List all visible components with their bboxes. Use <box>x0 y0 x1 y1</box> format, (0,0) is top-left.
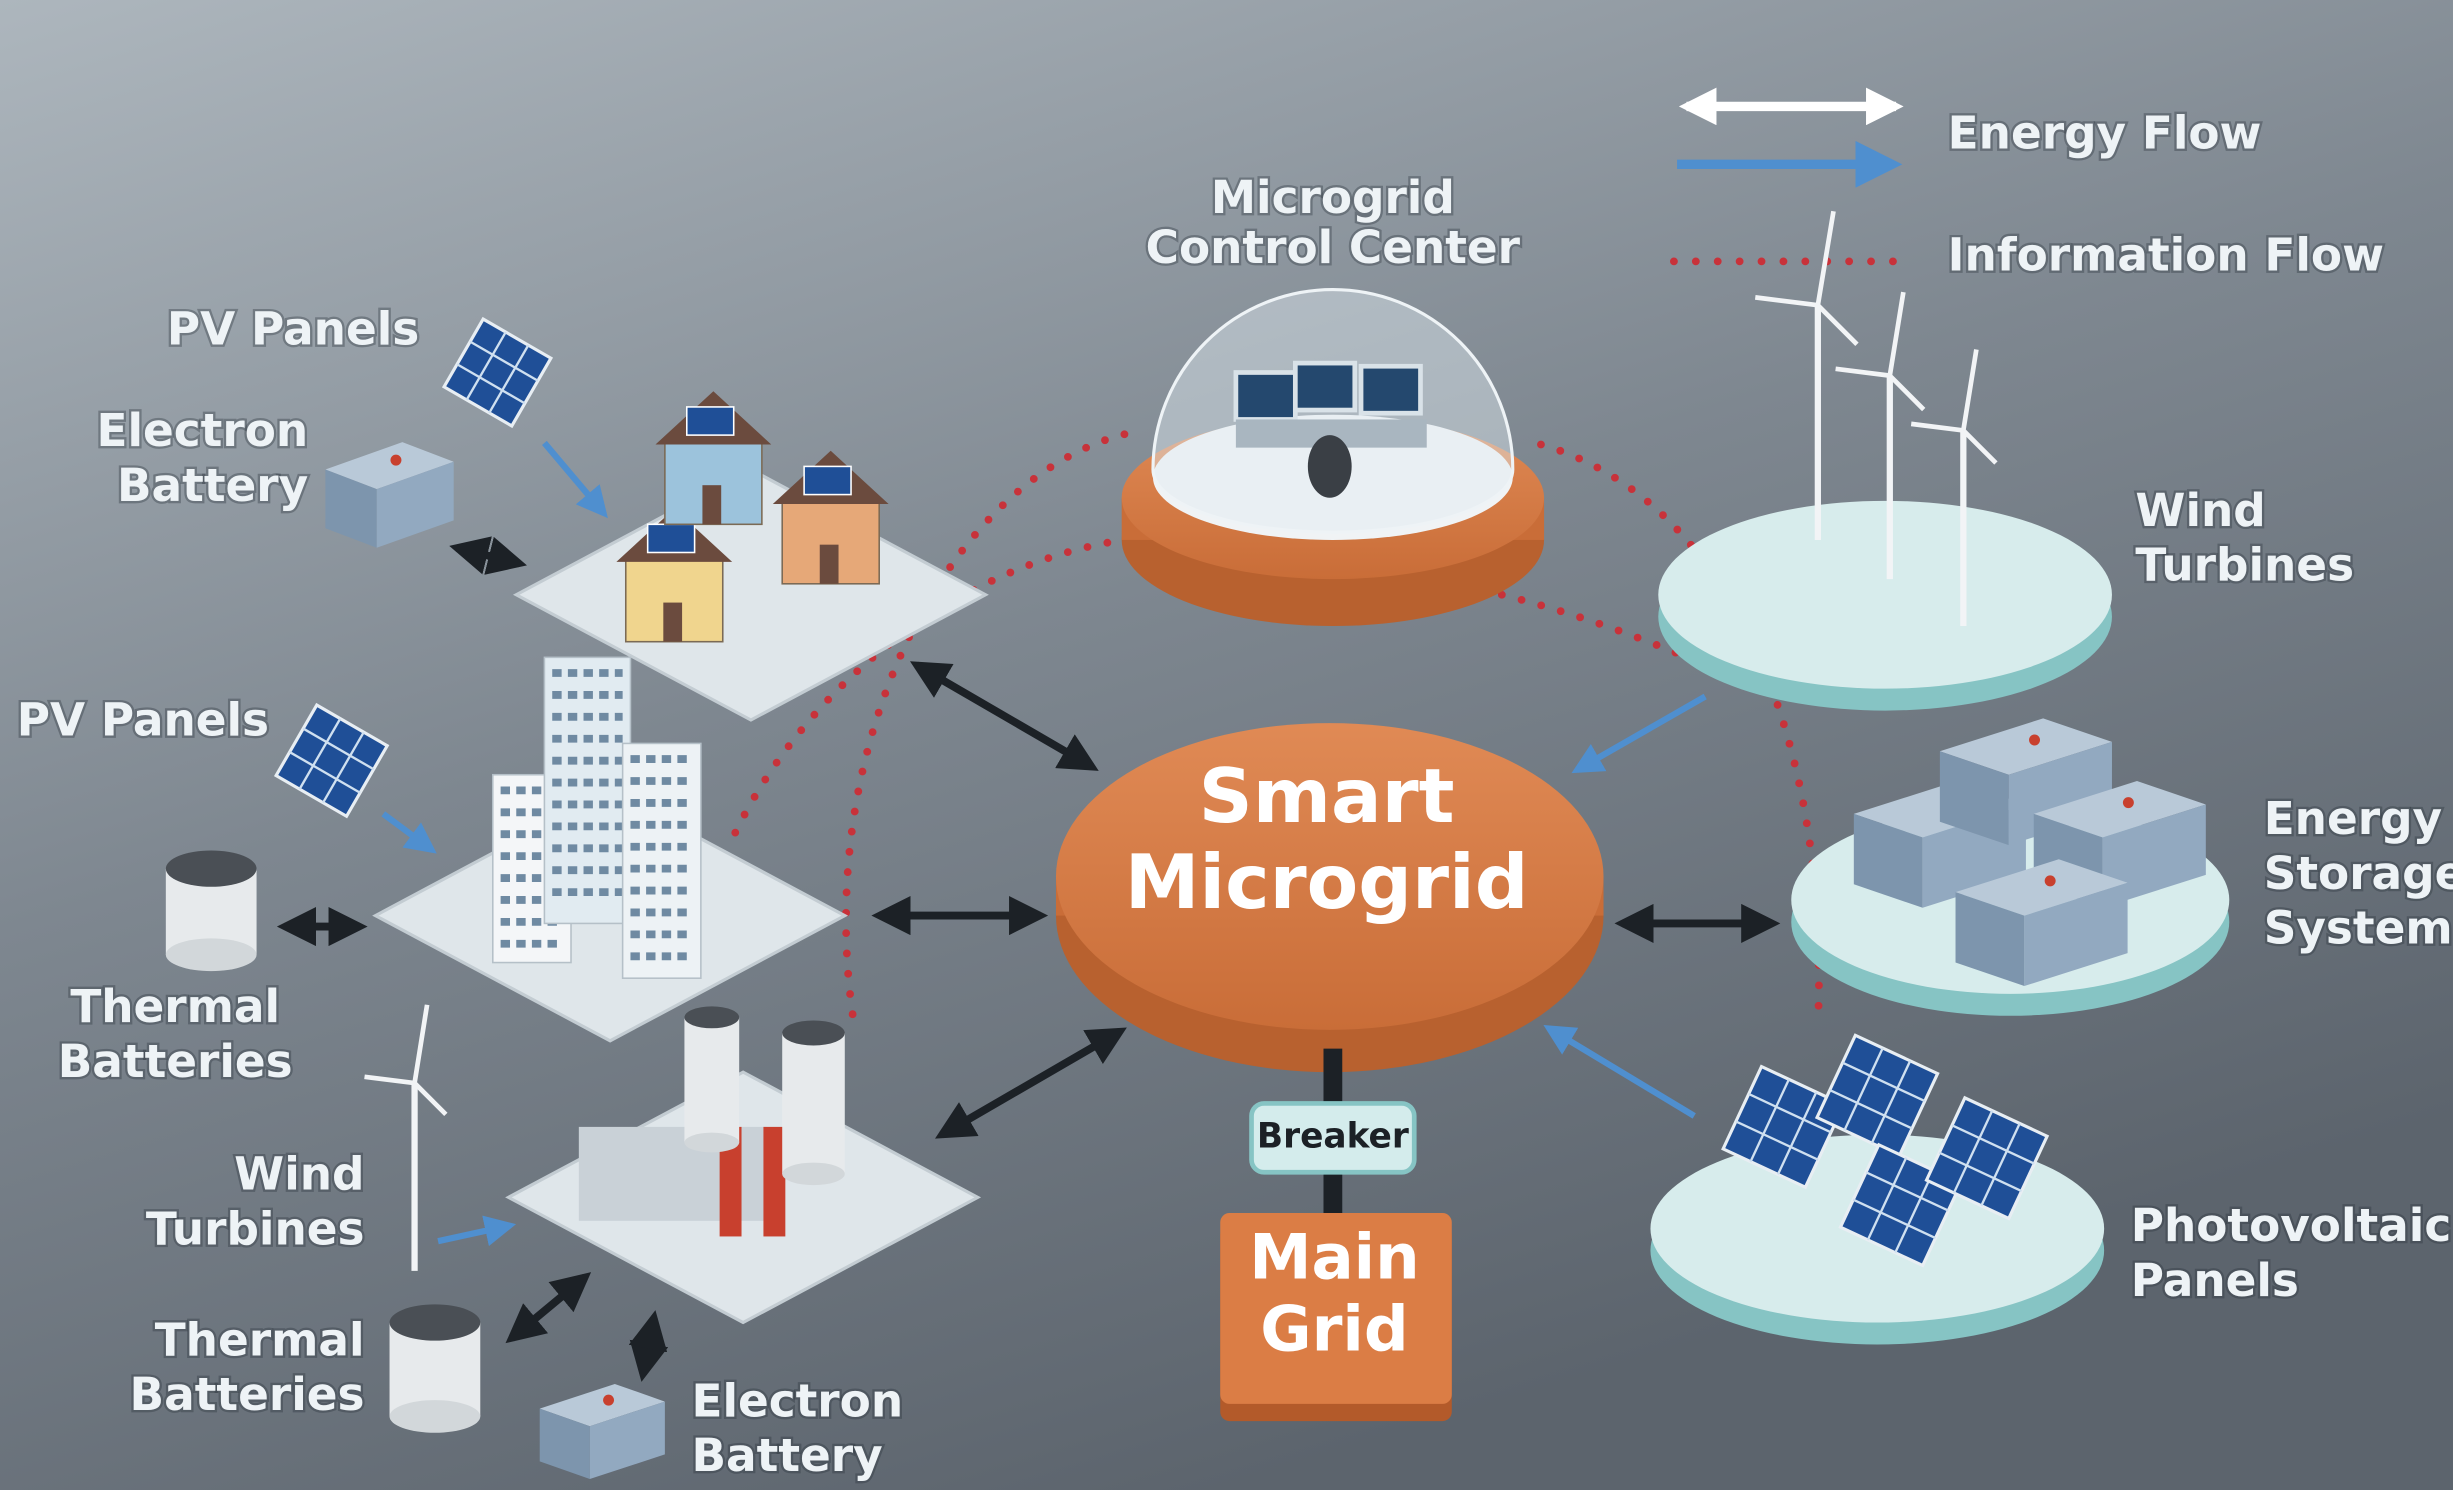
cylinder-bottom <box>782 1163 845 1186</box>
monitor <box>1295 363 1354 410</box>
cylinder-bottom <box>684 1133 739 1153</box>
battery-terminal <box>390 455 401 466</box>
monitor <box>1361 366 1420 413</box>
battery-terminal <box>2029 735 2040 746</box>
label-line: Thermal <box>70 980 280 1033</box>
label-line: Grid <box>1260 1293 1408 1366</box>
battery-terminal <box>2123 797 2134 808</box>
label-line: Smart <box>1199 752 1455 840</box>
label-line: Batteries <box>58 1035 293 1088</box>
cylinder-body <box>684 1017 739 1142</box>
label-line: Wind <box>2135 484 2265 537</box>
house-door <box>702 485 721 524</box>
house-door <box>820 545 839 584</box>
house-solar <box>648 524 695 552</box>
label-line: Microgrid <box>1125 838 1529 926</box>
label-line: System <box>2264 902 2453 955</box>
platform-top <box>1658 501 2112 689</box>
label-line: Energy <box>2264 792 2442 845</box>
label-line: Storage <box>2264 847 2453 900</box>
cylinder-body <box>782 1033 845 1174</box>
legend-label: Energy Flow <box>1948 107 2262 160</box>
house-solar <box>804 466 851 494</box>
cylinder-top <box>782 1020 845 1045</box>
battery-terminal <box>603 1395 614 1406</box>
label-line: Battery <box>117 459 308 512</box>
label-line: Electron <box>691 1374 903 1427</box>
label-line: PV Panels <box>17 694 269 747</box>
label-line: Battery <box>691 1429 882 1482</box>
label-line: Photovoltaic <box>2131 1199 2451 1252</box>
house-solar <box>687 407 734 435</box>
cylinder-top <box>390 1304 481 1340</box>
label-line: Batteries <box>130 1368 365 1421</box>
diagram: Energy FlowInformation FlowMicrogridCont… <box>0 0 2453 1490</box>
page: Smart Microgrid {"legend": {"energy_flow… <box>0 0 2453 1490</box>
label-line: Control Center <box>1146 221 1521 274</box>
cylinder-top <box>166 850 257 886</box>
monitor <box>1236 373 1295 420</box>
label-line: Turbines <box>146 1202 365 1255</box>
label-line: Wind <box>234 1147 364 1200</box>
cylinder-top <box>684 1006 739 1028</box>
legend-label: Information Flow <box>1948 229 2384 282</box>
chimney <box>763 1127 785 1237</box>
label-line: Main <box>1249 1221 1419 1294</box>
label-line: Electron <box>97 404 309 457</box>
breaker-label: Breaker <box>1257 1116 1409 1156</box>
label-line: Panels <box>2131 1254 2299 1307</box>
cylinder-bottom <box>166 938 257 971</box>
cylinder-bottom <box>390 1400 481 1433</box>
chair <box>1308 435 1352 498</box>
label-line: PV Panels <box>167 302 419 355</box>
battery-terminal <box>2045 875 2056 886</box>
label-line: Thermal <box>155 1313 365 1366</box>
label-line: Turbines <box>2135 539 2354 592</box>
body: Energy FlowInformation FlowMicrogridCont… <box>0 0 2453 1490</box>
label-line: Microgrid <box>1211 171 1455 224</box>
house-door <box>663 603 682 642</box>
